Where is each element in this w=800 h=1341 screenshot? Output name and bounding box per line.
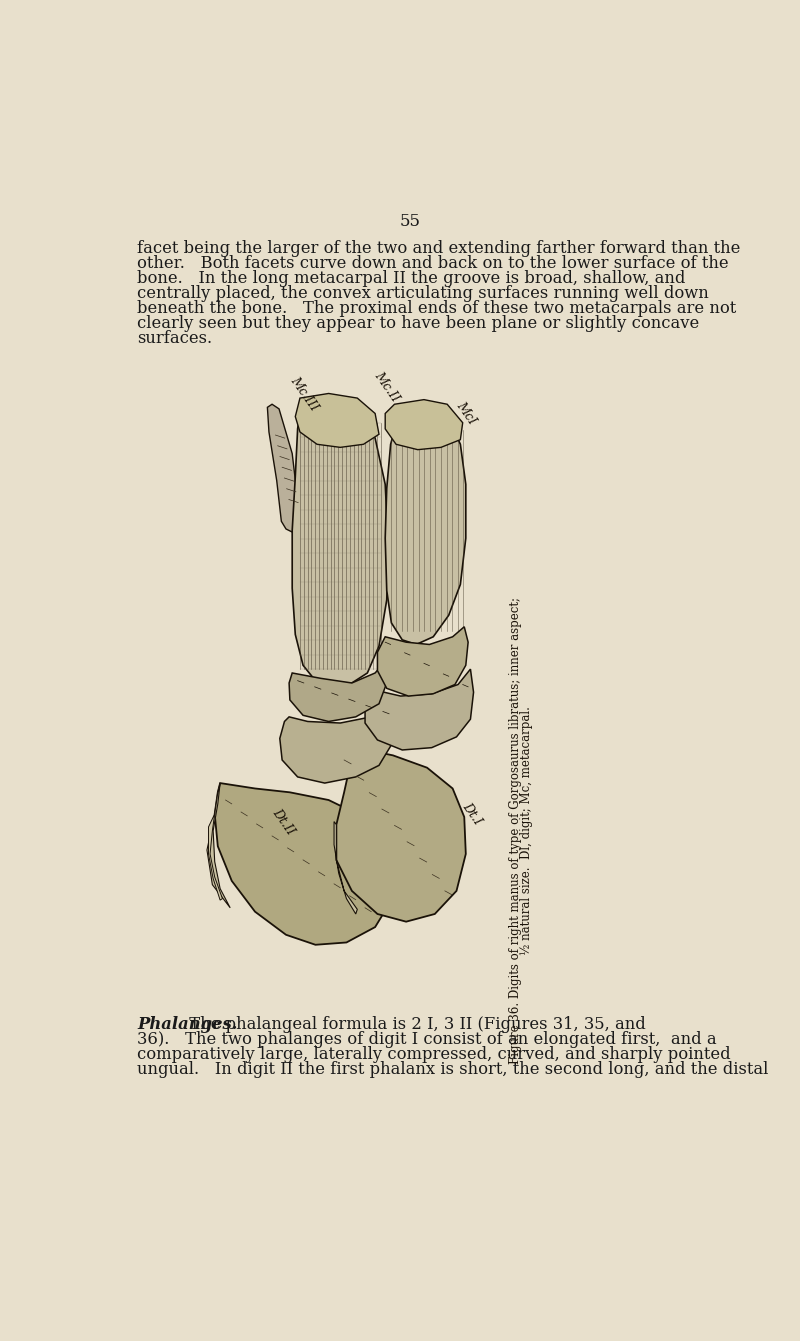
- Polygon shape: [378, 626, 468, 696]
- Text: 36).   The two phalanges of digit I consist of an elongated first,  and a: 36). The two phalanges of digit I consis…: [138, 1031, 717, 1047]
- Text: other.   Both facets curve down and back on to the lower surface of the: other. Both facets curve down and back o…: [138, 255, 729, 272]
- Polygon shape: [209, 814, 222, 900]
- Text: centrally placed, the convex articulating surfaces running well down: centrally placed, the convex articulatin…: [138, 286, 709, 302]
- Text: beneath the bone.   The proximal ends of these two metacarpals are not: beneath the bone. The proximal ends of t…: [138, 300, 737, 318]
- Text: clearly seen but they appear to have been plane or slightly concave: clearly seen but they appear to have bee…: [138, 315, 699, 333]
- Text: Dt.II: Dt.II: [270, 806, 298, 837]
- Text: The phalangeal formula is 2 I, 3 II (Figures 31, 35, and: The phalangeal formula is 2 I, 3 II (Fig…: [184, 1015, 646, 1033]
- Text: McI: McI: [454, 400, 478, 428]
- Polygon shape: [214, 783, 394, 945]
- Text: Mc.III: Mc.III: [287, 374, 320, 414]
- Polygon shape: [267, 404, 298, 532]
- Text: Dt.I: Dt.I: [460, 801, 484, 827]
- Text: ½ natural size.  Dl, digit; Mc, metacarpal.: ½ natural size. Dl, digit; Mc, metacarpa…: [520, 707, 533, 955]
- Polygon shape: [334, 822, 358, 915]
- Polygon shape: [292, 398, 388, 687]
- Text: Figure 36. Digits of right manus of type of Gorgosaurus libratus; inner aspect;: Figure 36. Digits of right manus of type…: [509, 597, 522, 1065]
- Text: Mc.II: Mc.II: [372, 370, 402, 405]
- Polygon shape: [289, 661, 386, 721]
- Text: surfaces.: surfaces.: [138, 330, 212, 347]
- Polygon shape: [386, 404, 466, 645]
- Text: 55: 55: [399, 213, 421, 231]
- Polygon shape: [336, 748, 466, 921]
- Polygon shape: [365, 669, 474, 750]
- Polygon shape: [207, 783, 230, 908]
- Text: ungual.   In digit II the first phalanx is short, the second long, and the dista: ungual. In digit II the first phalanx is…: [138, 1061, 769, 1078]
- Polygon shape: [280, 704, 390, 783]
- Text: comparatively large, laterally compressed, curved, and sharply pointed: comparatively large, laterally compresse…: [138, 1046, 731, 1062]
- Polygon shape: [386, 400, 462, 449]
- Polygon shape: [295, 393, 379, 448]
- Text: Phalanges.: Phalanges.: [138, 1015, 238, 1033]
- Text: bone.   In the long metacarpal II the groove is broad, shallow, and: bone. In the long metacarpal II the groo…: [138, 271, 686, 287]
- Text: facet being the larger of the two and extending farther forward than the: facet being the larger of the two and ex…: [138, 240, 741, 257]
